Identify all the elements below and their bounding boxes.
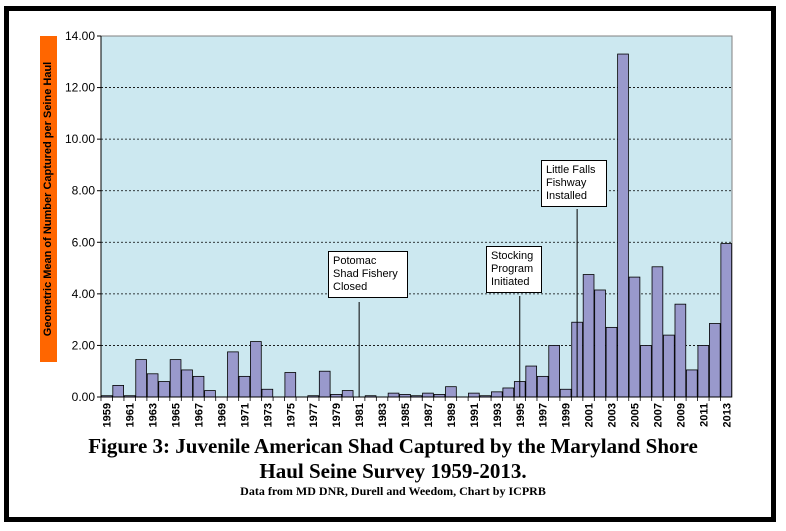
bar-2013: [720, 243, 733, 398]
y-tick-label: 12.00: [65, 81, 95, 95]
y-tick-label: 4.00: [72, 287, 96, 301]
bar-2002: [594, 289, 606, 398]
x-tick-label-1973: 1973: [262, 403, 274, 427]
x-tick-label-1963: 1963: [148, 403, 160, 427]
annotation-stocking-program: Stocking Program Initiated: [486, 246, 542, 293]
x-tick-label-1997: 1997: [538, 403, 550, 427]
x-tick-label-1995: 1995: [515, 403, 527, 427]
bar-1963: [146, 373, 159, 398]
y-tick-label: 2.00: [72, 338, 96, 352]
annotation-line: Initiated: [491, 276, 530, 288]
x-tick-label-2011: 2011: [698, 403, 710, 427]
bar-1987: [422, 392, 434, 398]
bar-2001: [582, 274, 595, 398]
bar-1980: [341, 390, 354, 398]
bar-2012: [708, 323, 721, 398]
x-tick-label-1975: 1975: [285, 403, 297, 427]
x-tick-label-2001: 2001: [584, 403, 596, 427]
x-tick-label-2009: 2009: [675, 403, 687, 427]
figure-subtitle: Data from MD DNR, Durell and Weedom, Cha…: [240, 484, 546, 498]
bar-1960: [112, 384, 125, 398]
annotation-potomac-fishery-closed: Potomac Shad Fishery Closed: [328, 251, 408, 298]
bar-1993: [491, 391, 503, 398]
bar-1991: [468, 392, 480, 398]
figure-title-line-1: Figure 3: Juvenile American Shad Capture…: [88, 434, 698, 458]
x-tick-label-1985: 1985: [400, 403, 412, 427]
x-tick-label-1981: 1981: [354, 403, 366, 427]
x-tick-label-1977: 1977: [308, 403, 320, 427]
bar-1972: [250, 341, 262, 398]
annotation-line: Fishway: [546, 177, 587, 189]
bar-2003: [605, 326, 618, 398]
x-tick-label-1991: 1991: [469, 403, 481, 427]
annotation-little-falls-fishway: Little Falls Fishway Installed: [541, 160, 607, 207]
x-tick-label-1971: 1971: [239, 403, 251, 427]
bar-1966: [181, 369, 193, 398]
annotation-line: Program: [491, 263, 534, 275]
annotation-line: Little Falls: [546, 164, 596, 176]
figure-title-line-2: Haul Seine Survey 1959-2013.: [259, 459, 527, 483]
bar-2008: [663, 334, 675, 398]
y-axis-label-background: [40, 36, 57, 362]
bar-1994: [502, 387, 515, 398]
annotation-line: Potomac: [333, 255, 377, 267]
y-tick-label: 8.00: [72, 184, 96, 198]
x-tick-label-1993: 1993: [492, 403, 504, 427]
bar-2010: [686, 369, 698, 398]
x-tick-label-1999: 1999: [561, 403, 573, 427]
bar-2009: [674, 303, 687, 398]
x-tick-label-1989: 1989: [446, 403, 458, 427]
bar-1998: [548, 345, 560, 398]
y-tick-label: 6.00: [72, 235, 96, 249]
bar-1989: [445, 386, 457, 398]
y-tick-label: 0.00: [72, 390, 96, 404]
x-tick-label-1983: 1983: [377, 403, 389, 427]
bar-1975: [284, 372, 297, 398]
x-tick-label-1961: 1961: [125, 403, 137, 427]
x-tick-label-1967: 1967: [194, 403, 206, 427]
annotation-line: Shad Fishery: [333, 268, 398, 280]
x-tick-label-1965: 1965: [171, 403, 183, 427]
x-tick-label-1969: 1969: [216, 403, 228, 427]
bar-1970: [227, 351, 239, 398]
bar-2005: [628, 276, 641, 398]
x-tick-label-2005: 2005: [629, 403, 641, 427]
x-tick-label-1987: 1987: [423, 403, 435, 427]
bar-1978: [318, 370, 331, 398]
bar-1973: [261, 388, 274, 398]
figure-title: Figure 3: Juvenile American Shad Capture…: [10, 434, 776, 484]
bar-2011: [697, 345, 710, 398]
bar-2006: [640, 345, 652, 398]
annotation-line: Stocking: [491, 250, 534, 262]
bar-1996: [525, 365, 538, 398]
bar-1962: [135, 359, 147, 398]
bar-1997: [536, 375, 549, 398]
bar-2007: [651, 266, 664, 398]
bar-1984: [387, 392, 400, 398]
x-tick-label-1959: 1959: [102, 403, 114, 427]
bar-1999: [559, 388, 572, 398]
y-tick-label: 10.00: [65, 132, 95, 146]
bar-1965: [169, 359, 182, 398]
bar-1968: [204, 390, 216, 398]
x-tick-label-2003: 2003: [607, 403, 619, 427]
annotation-line: Installed: [546, 190, 587, 202]
bar-1967: [192, 375, 205, 398]
annotation-line: Closed: [333, 281, 368, 293]
bar-2004: [617, 53, 629, 398]
y-axis-label: Geometric Mean of Number Captured per Se…: [42, 61, 54, 337]
bar-1964: [158, 381, 170, 398]
x-tick-label-1979: 1979: [331, 403, 343, 427]
x-tick-label-2007: 2007: [652, 403, 664, 427]
y-tick-label: 14.00: [65, 29, 95, 43]
bar-1971: [238, 375, 251, 398]
x-tick-label-2013: 2013: [721, 403, 733, 427]
